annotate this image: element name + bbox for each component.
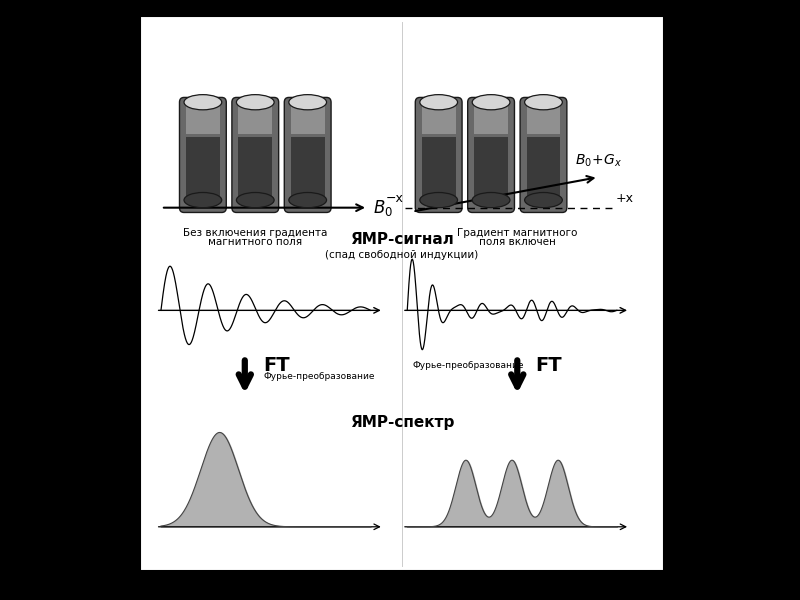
- Text: магнитного поля: магнитного поля: [208, 236, 302, 247]
- Ellipse shape: [184, 95, 222, 110]
- Ellipse shape: [472, 193, 510, 208]
- Text: −x: −x: [386, 192, 403, 205]
- Ellipse shape: [472, 95, 510, 110]
- FancyBboxPatch shape: [284, 97, 331, 212]
- Bar: [526, 137, 561, 202]
- Text: FT: FT: [263, 356, 290, 376]
- FancyBboxPatch shape: [520, 97, 567, 212]
- Bar: [238, 137, 272, 202]
- FancyBboxPatch shape: [415, 97, 462, 212]
- Bar: [422, 137, 456, 202]
- Text: Фурье-преобразование: Фурье-преобразование: [263, 373, 374, 382]
- Bar: [526, 106, 561, 134]
- Ellipse shape: [525, 193, 562, 208]
- Text: Градиент магнитного: Градиент магнитного: [457, 228, 578, 238]
- Text: поля включен: поля включен: [479, 236, 556, 247]
- Bar: [474, 137, 508, 202]
- Text: ЯМР-спектр: ЯМР-спектр: [350, 415, 454, 430]
- Ellipse shape: [184, 193, 222, 208]
- FancyBboxPatch shape: [179, 97, 226, 212]
- Text: +x: +x: [615, 192, 634, 205]
- Text: ЯМР-сигнал: ЯМР-сигнал: [350, 232, 454, 247]
- Bar: [290, 106, 325, 134]
- Ellipse shape: [420, 95, 458, 110]
- FancyBboxPatch shape: [468, 97, 514, 212]
- Bar: [186, 106, 220, 134]
- Text: FT: FT: [536, 356, 562, 376]
- Ellipse shape: [289, 95, 326, 110]
- Text: $B_0$: $B_0$: [373, 197, 393, 218]
- Ellipse shape: [237, 95, 274, 110]
- Bar: [290, 137, 325, 202]
- Text: Фурье-преобразование: Фурье-преобразование: [413, 361, 524, 370]
- Ellipse shape: [525, 95, 562, 110]
- Text: (спад свободной индукции): (спад свободной индукции): [326, 250, 478, 260]
- Ellipse shape: [420, 193, 458, 208]
- Bar: [238, 106, 272, 134]
- Ellipse shape: [237, 193, 274, 208]
- Text: $B_0\!+\!G_x$: $B_0\!+\!G_x$: [575, 152, 622, 169]
- Bar: [186, 137, 220, 202]
- Ellipse shape: [289, 193, 326, 208]
- Bar: [422, 106, 456, 134]
- Text: Без включения градиента: Без включения градиента: [183, 228, 327, 238]
- FancyBboxPatch shape: [232, 97, 278, 212]
- Bar: [474, 106, 508, 134]
